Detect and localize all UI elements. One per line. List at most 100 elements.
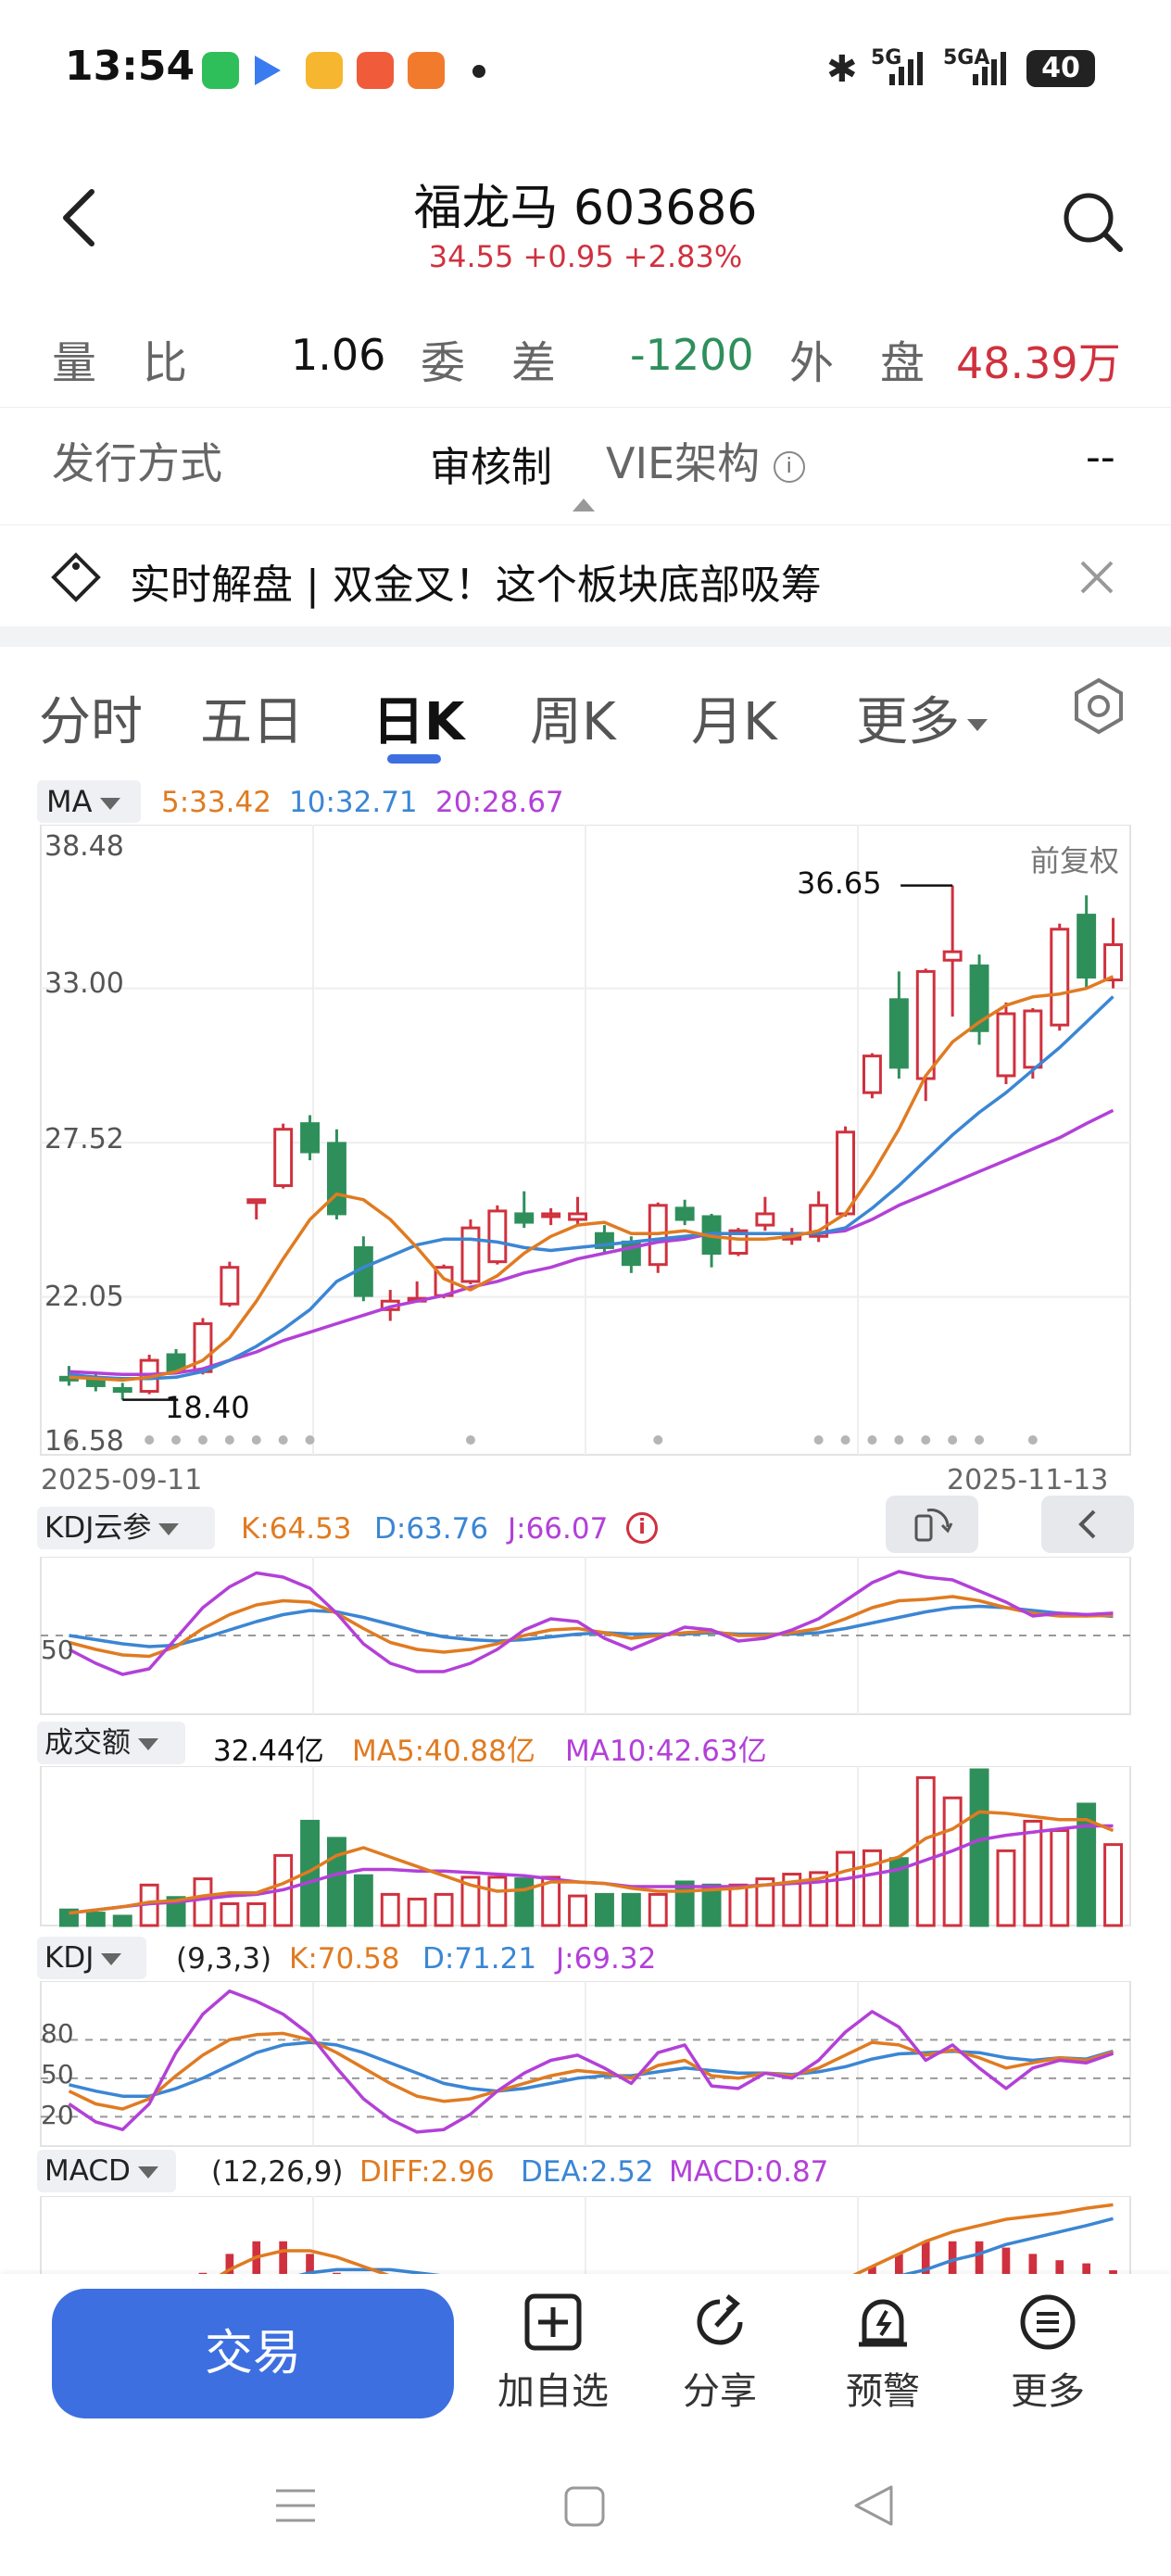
kdjc-d-value: D:63.76 — [374, 1512, 489, 1546]
candle-body — [862, 1054, 882, 1094]
tab-more[interactable]: 更多 — [856, 680, 988, 755]
kdj-chart[interactable] — [0, 1981, 1171, 2152]
qianfuquan-label[interactable]: 前复权 — [1030, 843, 1120, 878]
turnover-bar — [353, 1874, 373, 1927]
section-divider — [0, 626, 1171, 647]
turnover-chart[interactable] — [0, 1766, 1171, 1931]
alert-label: 预警 — [846, 2370, 920, 2413]
event-dot — [224, 1435, 234, 1445]
macd-diff-value: DIFF:2.96 — [359, 2155, 495, 2189]
macd-legend: MACD (12,26,9) DIFF:2.96 DEA:2.52 MACD:0… — [37, 2150, 1149, 2192]
candle-body — [460, 1226, 481, 1283]
ma20-value: 20:28.67 — [435, 786, 564, 819]
kdj-level-80: 80 — [41, 2018, 74, 2049]
rotate-button[interactable] — [886, 1496, 978, 1553]
turnover-bar — [782, 1873, 802, 1927]
tab-weekly-k[interactable]: 周K — [530, 692, 616, 752]
kdj-cloud-selector[interactable]: KDJ云参 — [37, 1507, 215, 1549]
close-icon[interactable] — [1078, 559, 1115, 596]
tab-monthly-k[interactable]: 月K — [691, 692, 777, 752]
network-5ga: 5GA — [943, 46, 990, 69]
event-dot — [921, 1435, 931, 1445]
macd-bar — [975, 2241, 984, 2274]
chevron-down-icon — [99, 797, 120, 810]
alert-info-icon[interactable]: i — [626, 1512, 658, 1544]
app-icon-taobao — [408, 52, 445, 89]
more-label: 更多 — [1011, 2370, 1085, 2413]
search-button[interactable] — [1047, 176, 1140, 269]
add-watchlist-button[interactable]: 加自选 — [493, 2292, 613, 2422]
candlestick-chart[interactable] — [0, 825, 1171, 1473]
status-time: 13:54 — [65, 43, 195, 90]
candle-body — [836, 1130, 856, 1216]
candle-body — [300, 1122, 321, 1154]
ma-selector[interactable]: MA — [37, 780, 141, 823]
issue-label: 发行方式 — [52, 438, 222, 488]
kdj-level-20: 20 — [41, 2100, 74, 2130]
share-button[interactable]: 分享 — [660, 2292, 780, 2422]
macd-selector[interactable]: MACD — [37, 2150, 176, 2192]
vol-ratio-label: 量比 — [52, 337, 188, 389]
settings-hex-icon[interactable] — [1069, 676, 1128, 736]
menu-icon[interactable] — [274, 2485, 317, 2526]
kdjc-j-line — [68, 1570, 1114, 1676]
candle-body — [487, 1209, 508, 1264]
event-dot — [197, 1435, 208, 1445]
turnover-bar — [996, 1849, 1016, 1927]
macd-bar — [1055, 2260, 1064, 2274]
turnover-value: 32.44亿 — [213, 1735, 324, 1768]
macd-bar — [198, 2272, 208, 2274]
expand-caret-icon[interactable] — [573, 499, 595, 511]
turnover-bar — [836, 1850, 856, 1927]
ma5-line — [69, 975, 1114, 1383]
date-end: 2025-11-13 — [947, 1464, 1109, 1496]
price-tick-2: 27.52 — [44, 1123, 124, 1155]
event-dot — [948, 1435, 958, 1445]
event-dot — [251, 1435, 261, 1445]
back-button[interactable] — [37, 176, 120, 259]
turnover-selector[interactable]: 成交额 — [37, 1722, 185, 1764]
tab-five-day[interactable]: 五日 — [200, 692, 304, 752]
event-dot — [305, 1435, 315, 1445]
vie-label[interactable]: VIE架构 i — [606, 430, 805, 491]
price-tick-4: 16.58 — [44, 1425, 124, 1458]
candle-body — [969, 964, 989, 1032]
turnover-bar — [460, 1875, 481, 1927]
kdj-selector[interactable]: KDJ — [37, 1937, 146, 1979]
trade-button[interactable]: 交易 — [52, 2289, 454, 2418]
kdj-level-50: 50 — [41, 2059, 74, 2090]
candle-body — [728, 1229, 749, 1256]
candle-body — [568, 1212, 588, 1221]
back-triangle-icon[interactable] — [852, 2483, 895, 2528]
candle-body — [246, 1198, 267, 1205]
home-icon[interactable] — [563, 2485, 606, 2528]
tab-intraday[interactable]: 分时 — [39, 692, 143, 752]
event-dot — [64, 1435, 74, 1445]
app-icon-orange — [357, 52, 394, 89]
turnover-ma10: MA10:42.63亿 — [565, 1735, 767, 1768]
turnover-bar — [755, 1877, 775, 1927]
more-button[interactable]: 更多 — [988, 2292, 1108, 2422]
macd-chart[interactable] — [0, 2196, 1171, 2274]
price-tick-1: 33.00 — [44, 967, 124, 1000]
tab-daily-k[interactable]: 日K — [372, 692, 465, 752]
page-title: 福龙马 603686 — [413, 181, 758, 236]
event-dot — [653, 1435, 663, 1445]
turnover-legend: 成交额 32.44亿 MA5:40.88亿 MA10:42.63亿 — [37, 1722, 1149, 1768]
kdj-k-value: K:70.58 — [289, 1942, 400, 1976]
macd-bar — [279, 2241, 287, 2274]
candle-body — [888, 998, 909, 1069]
alert-button[interactable]: 预警 — [823, 2292, 943, 2422]
collapse-button[interactable] — [1041, 1496, 1134, 1553]
turnover-ma5-line — [69, 1810, 1114, 1915]
macd-bar — [895, 2254, 903, 2274]
kdj-cloud-chart[interactable] — [0, 1557, 1171, 1720]
vol-ratio-value: 1.06 — [291, 330, 386, 380]
max-price-label: 36.65 — [797, 865, 882, 901]
news-banner[interactable]: 实时解盘 | 双金叉！这个板块底部吸筹 — [0, 524, 1171, 626]
banner-text: 实时解盘 | 双金叉！这个板块底部吸筹 — [130, 562, 822, 609]
turnover-bar — [1077, 1802, 1097, 1927]
rotate-icon — [914, 1509, 953, 1542]
menu-circle-icon — [1020, 2294, 1076, 2350]
turnover-bar — [1023, 1819, 1043, 1927]
